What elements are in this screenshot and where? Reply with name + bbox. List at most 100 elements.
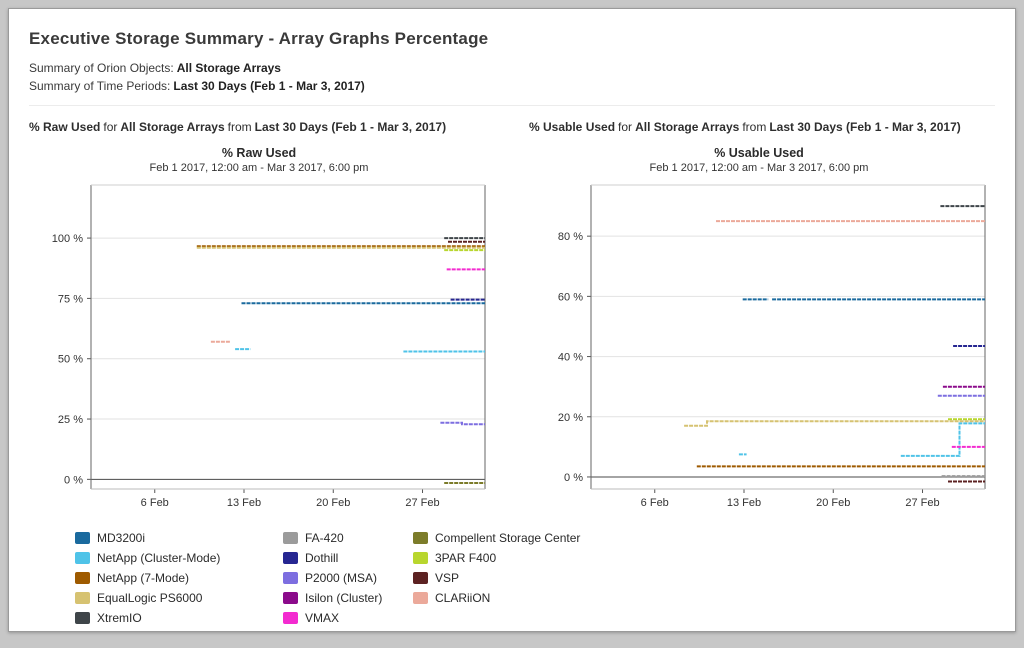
legend-item[interactable]: P2000 (MSA) xyxy=(283,571,413,585)
chart-title-usable-used: % Usable Used xyxy=(714,146,804,160)
y-tick-label: 0 % xyxy=(564,472,583,484)
legend-label: P2000 (MSA) xyxy=(305,571,378,585)
section-header-usable-used: % Usable Used for All Storage Arrays from La… xyxy=(529,120,989,134)
section-object: All Storage Arrays xyxy=(120,120,225,134)
legend-swatch xyxy=(413,552,428,564)
legend-item[interactable]: NetApp (Cluster-Mode) xyxy=(75,551,283,565)
legend-item[interactable]: CLARiiON xyxy=(413,591,580,605)
x-tick-label: 6 Feb xyxy=(141,497,169,509)
legend-swatch xyxy=(75,572,90,584)
legend-item[interactable]: 3PAR F400 xyxy=(413,551,580,565)
section-period: Last 30 Days (Feb 1 - Mar 3, 2017) xyxy=(254,120,447,134)
plot-area xyxy=(91,185,485,489)
y-tick-label: 0 % xyxy=(64,474,83,486)
legend-item[interactable]: EqualLogic PS6000 xyxy=(75,591,283,605)
legend-item[interactable]: NetApp (7-Mode) xyxy=(75,571,283,585)
legend-label: EqualLogic PS6000 xyxy=(97,591,203,605)
raw-used-chart: 0 % 25 % 50 % 75 % 100 % 6 Feb 13 Feb 20 Feb 27 … xyxy=(52,184,486,509)
legend-column-1: MD3200i NetApp (Cluster-Mode) NetApp (7-Mo… xyxy=(75,531,283,631)
y-tick-label: 100 % xyxy=(52,233,83,245)
y-tick-label: 25 % xyxy=(58,414,83,426)
legend-swatch xyxy=(413,532,428,544)
section-header-raw-used: % Raw Used for All Storage Arrays from Last … xyxy=(29,120,489,134)
legend-swatch xyxy=(283,572,298,584)
x-tick-label: 27 Feb xyxy=(405,497,439,509)
chart-block-usable-used: % Usable Used for All Storage Arrays from La… xyxy=(529,118,989,517)
y-tick-label: 60 % xyxy=(558,291,583,303)
legend-swatch xyxy=(413,592,428,604)
legend-swatch xyxy=(283,552,298,564)
legend-item[interactable]: VSP xyxy=(413,571,580,585)
section-from: from xyxy=(742,120,767,134)
series-line xyxy=(684,420,985,427)
section-from: from xyxy=(227,120,252,134)
legend-item[interactable]: Dothill xyxy=(283,551,413,565)
chart-subtitle-raw-used: Feb 1 2017, 12:00 am - Mar 3 2017, 6:00 … xyxy=(149,162,369,174)
section-for: for xyxy=(618,120,633,134)
legend-item[interactable]: XtremIO xyxy=(75,611,283,625)
legend-item[interactable]: Isilon (Cluster) xyxy=(283,591,413,605)
summary-periods-value: Last 30 Days (Feb 1 - Mar 3, 2017) xyxy=(173,79,365,93)
summary-periods-label: Summary of Time Periods: xyxy=(29,79,171,93)
x-tick-label: 6 Feb xyxy=(641,497,669,509)
legend-label: VSP xyxy=(435,571,460,585)
section-metric: % Raw Used xyxy=(29,120,101,134)
summary-objects-label: Summary of Orion Objects: xyxy=(29,61,174,75)
series-line xyxy=(440,421,485,426)
legend-swatch xyxy=(75,592,90,604)
legend-label: MD3200i xyxy=(97,531,146,545)
chart-subtitle-usable-used: Feb 1 2017, 12:00 am - Mar 3 2017, 6:00 … xyxy=(649,162,869,174)
x-tick-label: 13 Feb xyxy=(727,497,761,509)
section-object: All Storage Arrays xyxy=(635,120,740,134)
legend-swatch xyxy=(75,532,90,544)
legend-item[interactable]: MD3200i xyxy=(75,531,283,545)
legend-label: 3PAR F400 xyxy=(435,551,497,565)
report-page: Executive Storage Summary - Array Graphs… xyxy=(8,8,1016,632)
legend-item[interactable]: VMAX xyxy=(283,611,413,625)
report-body: Executive Storage Summary - Array Graphs… xyxy=(9,9,1015,631)
legend-swatch xyxy=(413,572,428,584)
summary-objects-line: Summary of Orion Objects: All Storage Arr… xyxy=(29,59,995,77)
legend-column-3: Compellent Storage Center 3PAR F400 VSP CLA… xyxy=(413,531,580,631)
usable-used-chart: 0 % 20 % 40 % 60 % 80 % 6 Feb 13 Feb 20 Feb 27 F… xyxy=(558,184,986,509)
legend-swatch xyxy=(75,612,90,624)
chart-title-raw-used: % Raw Used xyxy=(221,146,297,160)
x-tick-label: 27 Feb xyxy=(905,497,939,509)
legend-swatch xyxy=(283,612,298,624)
x-tick-label: 13 Feb xyxy=(227,497,261,509)
legend-swatch xyxy=(75,552,90,564)
report-header: Executive Storage Summary - Array Graphs… xyxy=(29,29,995,106)
legend-label: NetApp (7-Mode) xyxy=(97,571,190,585)
legend-label: Compellent Storage Center xyxy=(435,531,581,545)
chart-block-raw-used: % Raw Used for All Storage Arrays from Last … xyxy=(29,118,489,517)
legend-item[interactable]: FA-420 xyxy=(283,531,413,545)
section-for: for xyxy=(103,120,118,134)
legend-label: VMAX xyxy=(305,611,340,625)
legend-label: CLARiiON xyxy=(435,591,491,605)
section-period: Last 30 Days (Feb 1 - Mar 3, 2017) xyxy=(769,120,961,134)
legend-swatch xyxy=(283,592,298,604)
legend-label: Isilon (Cluster) xyxy=(305,591,383,605)
legend-label: Dothill xyxy=(305,551,339,565)
page-title: Executive Storage Summary - Array Graphs… xyxy=(29,29,489,48)
legend-item[interactable]: Compellent Storage Center xyxy=(413,531,580,545)
y-tick-label: 80 % xyxy=(558,231,583,243)
summary-periods-line: Summary of Time Periods: Last 30 Days (Fe… xyxy=(29,77,995,95)
series-line xyxy=(900,422,985,457)
legend-label: FA-420 xyxy=(305,531,344,545)
x-tick-label: 20 Feb xyxy=(316,497,350,509)
legend-label: NetApp (Cluster-Mode) xyxy=(97,551,221,565)
legend-label: XtremIO xyxy=(97,611,142,625)
section-metric: % Usable Used xyxy=(529,120,616,134)
legend: MD3200i NetApp (Cluster-Mode) NetApp (7-Mo… xyxy=(29,531,995,631)
legend-column-2: FA-420 Dothill P2000 (MSA) Isilon (Cluster)… xyxy=(283,531,413,631)
y-tick-label: 50 % xyxy=(58,354,83,366)
summary-objects-value: All Storage Arrays xyxy=(176,61,281,75)
y-tick-label: 75 % xyxy=(58,293,83,305)
legend-swatch xyxy=(283,532,298,544)
x-tick-label: 20 Feb xyxy=(816,497,850,509)
y-tick-label: 20 % xyxy=(558,412,583,424)
y-tick-label: 40 % xyxy=(558,352,583,364)
charts-area: % Raw Used for All Storage Arrays from Last … xyxy=(29,118,995,517)
plot-area xyxy=(591,185,985,489)
